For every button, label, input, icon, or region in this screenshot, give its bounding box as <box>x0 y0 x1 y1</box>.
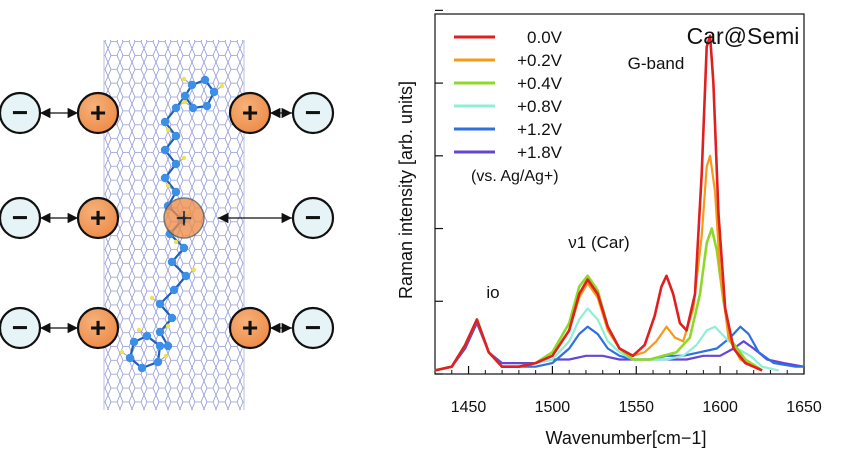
carbon-atom <box>171 159 181 169</box>
hydrogen-atom <box>173 239 179 245</box>
carbon-atom <box>171 131 181 141</box>
anion-left: − <box>0 306 42 350</box>
hydrogen-atom <box>219 83 225 89</box>
anion-sign: − <box>12 97 28 128</box>
anion-circle <box>291 91 335 135</box>
carbon-atom <box>202 101 212 111</box>
legend-label: +0.4V <box>517 74 563 93</box>
cation-sign: + <box>90 312 106 343</box>
x-tick-label: 1450 <box>451 399 487 416</box>
anion-circle <box>291 306 335 350</box>
annotation-car: ν1 (Car) <box>568 233 629 252</box>
carbon-atom <box>171 187 181 197</box>
legend-label: 0.0V <box>527 28 563 47</box>
hydrogen-atom <box>181 155 187 161</box>
hydrogen-atom <box>181 99 187 105</box>
anion-right: − <box>291 91 335 135</box>
carbon-atom <box>187 80 197 90</box>
cation-sign: + <box>242 312 258 343</box>
hydrogen-atom <box>165 323 171 329</box>
cation-left: + <box>76 196 120 240</box>
cation-sign: + <box>242 97 258 128</box>
hydrogen-atom <box>149 295 155 301</box>
hydrogen-atom <box>191 267 197 273</box>
x-axis-label: Wavenumber[cm−1] <box>546 428 707 448</box>
y-axis-ticks <box>435 9 443 375</box>
x-tick-label: 1600 <box>702 399 738 416</box>
x-tick-label: 1550 <box>618 399 654 416</box>
cation-right: + <box>228 306 272 350</box>
ion-pairs: − + + − − + + − − + + − <box>0 91 335 350</box>
anion-sign: − <box>12 312 28 343</box>
cation-center: + <box>163 197 205 239</box>
legend-label: +1.8V <box>517 143 563 162</box>
carbon-atom <box>169 285 179 295</box>
carbon-atom <box>125 353 135 363</box>
cation-left: + <box>76 306 120 350</box>
annotation-g-band: G-band <box>628 54 685 73</box>
legend-label: +1.2V <box>517 120 563 139</box>
cation-sign: + <box>90 202 106 233</box>
cation-sign: + <box>175 202 193 235</box>
anion-circle <box>291 196 335 240</box>
carbon-atom <box>188 103 198 113</box>
anion-left: − <box>0 196 42 240</box>
anion-right: − <box>291 196 335 240</box>
hydrogen-atom <box>136 327 142 333</box>
carbon-atom <box>142 331 152 341</box>
carbon-atom <box>180 91 190 101</box>
anion-sign: − <box>305 97 321 128</box>
cation-sign: + <box>90 97 106 128</box>
carbon-atom <box>155 327 165 337</box>
hydrogen-atom <box>165 183 171 189</box>
carbon-atom <box>137 363 147 373</box>
hydrogen-atom <box>119 349 125 355</box>
plot-frame <box>434 13 805 375</box>
y-axis-label: Raman intensity [arb. units] <box>396 81 416 299</box>
anion-right: − <box>291 306 335 350</box>
hydrogen-atom <box>181 76 187 82</box>
carbon-atom <box>179 243 189 253</box>
annotation-io: io <box>486 283 499 302</box>
carbon-atom <box>167 313 177 323</box>
anion-sign: − <box>305 312 321 343</box>
x-axis-ticks: 1450 1500 1550 1600 1650 <box>451 366 822 416</box>
carbon-atom <box>171 103 181 113</box>
anion-left: − <box>0 91 42 135</box>
series-line-00V <box>434 34 763 372</box>
carbon-atom <box>129 337 139 347</box>
x-tick-label: 1500 <box>535 399 571 416</box>
x-tick-label: 1650 <box>786 399 822 416</box>
cation-circle <box>163 197 205 239</box>
carbon-atom <box>155 299 165 309</box>
cation-left: + <box>76 91 120 135</box>
ion-schematic: − + + − − + + − − + + − <box>0 40 335 410</box>
carbon-atom <box>153 357 163 367</box>
carbon-atom <box>155 341 165 351</box>
carbon-atom <box>181 271 191 281</box>
series-lines <box>434 34 805 372</box>
legend: 0.0V +0.2V +0.4V +0.8V +1.2V +1.8V (vs. Ag/Ag+… <box>454 28 563 185</box>
anion-sign: − <box>12 202 28 233</box>
hydrogen-atom <box>163 353 169 359</box>
anion-sign: − <box>305 202 321 233</box>
legend-label: +0.2V <box>517 51 563 70</box>
raman-chart: 1450 1500 1550 1600 1650 0.0V +0.2V +0.4V +0.8V… <box>396 9 822 448</box>
carbon-atom <box>160 117 170 127</box>
carbon-atom <box>160 173 170 183</box>
chart-title: Car@Semi <box>687 23 800 49</box>
carbon-atom <box>163 341 173 351</box>
hydrogen-atom <box>165 127 171 133</box>
carbon-atom <box>209 87 219 97</box>
legend-label: +0.8V <box>517 97 563 116</box>
cation-right: + <box>228 91 272 135</box>
carbon-atom <box>167 257 177 267</box>
carbon-atom <box>160 145 170 155</box>
carbon-atom <box>200 75 210 85</box>
carotene-molecule <box>119 75 225 373</box>
legend-note: (vs. Ag/Ag+) <box>471 168 559 185</box>
